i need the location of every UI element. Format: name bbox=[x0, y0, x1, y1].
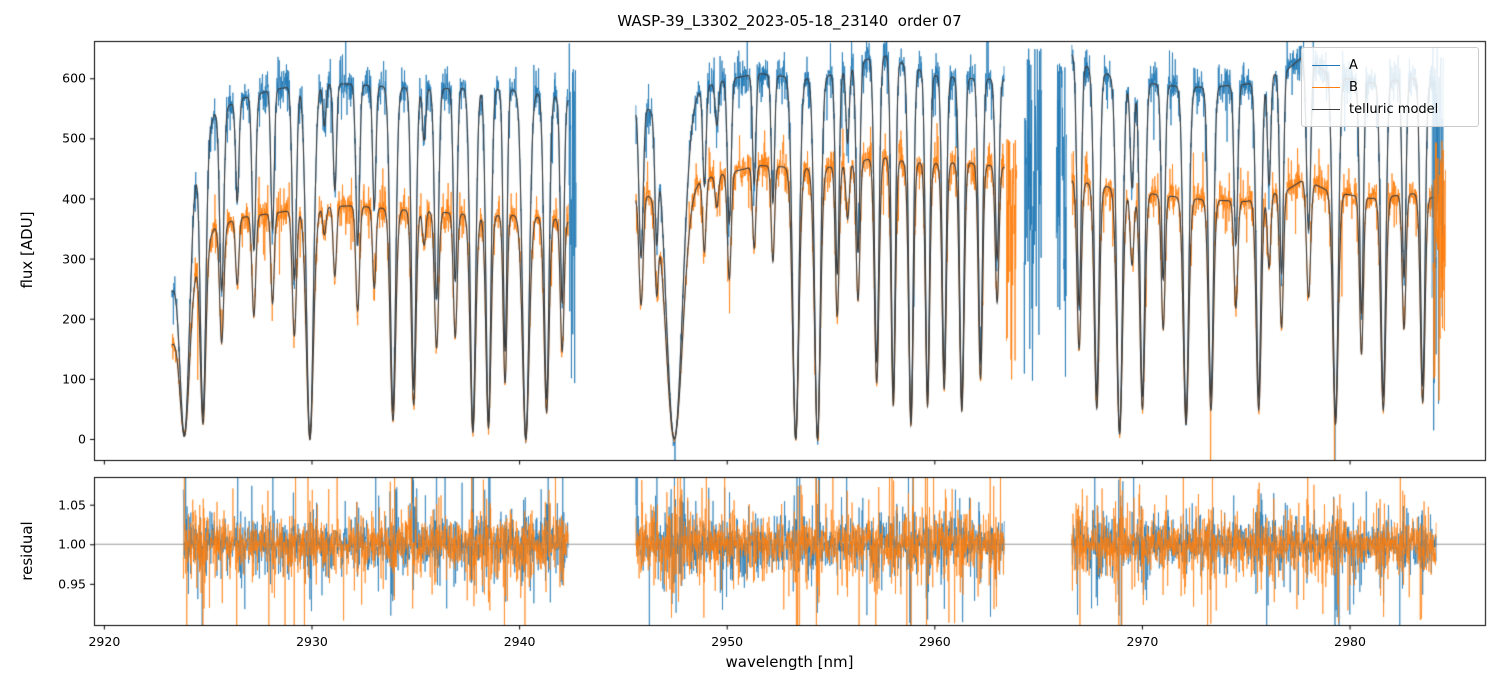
flux-y-tick-label: 200 bbox=[62, 311, 86, 327]
legend-item-b: B bbox=[1312, 76, 1468, 98]
residual-y-tick-label: 1.00 bbox=[58, 536, 86, 552]
x-tick-label: 2930 bbox=[296, 634, 328, 649]
flux-y-tick-label: 100 bbox=[62, 371, 86, 387]
flux-y-tick-label: 400 bbox=[62, 191, 86, 206]
x-tick-label: 2970 bbox=[1126, 634, 1159, 649]
legend: A B telluric model bbox=[1301, 47, 1479, 127]
flux-axis-label: flux [ADU] bbox=[18, 211, 36, 289]
residual-y-tick-label: 1.05 bbox=[58, 497, 86, 513]
flux-y-tick-label: 300 bbox=[62, 251, 86, 267]
legend-label-a: A bbox=[1349, 57, 1358, 73]
flux-y-tick-label: 500 bbox=[62, 130, 86, 146]
legend-item-a: A bbox=[1312, 54, 1468, 76]
residual-axis-label: residual bbox=[18, 521, 36, 581]
legend-label-telluric: telluric model bbox=[1349, 101, 1439, 117]
flux-y-tick-label: 0 bbox=[78, 431, 86, 447]
telluric-model-line-swatch bbox=[1312, 108, 1340, 110]
plot-title: WASP-39_L3302_2023-05-18_23140 order 07 bbox=[617, 12, 962, 30]
residual-y-tick-label: 0.95 bbox=[58, 576, 86, 592]
x-tick-label: 2940 bbox=[503, 634, 536, 649]
x-tick-label: 2980 bbox=[1334, 634, 1366, 649]
x-tick-label: 2920 bbox=[88, 634, 121, 649]
x-tick-label: 2960 bbox=[918, 634, 951, 649]
series-a-line-swatch bbox=[1312, 64, 1340, 66]
flux-y-tick-label: 600 bbox=[62, 70, 86, 86]
legend-label-b: B bbox=[1349, 79, 1358, 95]
legend-item-telluric: telluric model bbox=[1312, 98, 1468, 120]
x-tick-label: 2950 bbox=[711, 634, 744, 649]
wavelength-axis-label: wavelength [nm] bbox=[725, 653, 854, 671]
series-b-line-swatch bbox=[1312, 86, 1340, 88]
